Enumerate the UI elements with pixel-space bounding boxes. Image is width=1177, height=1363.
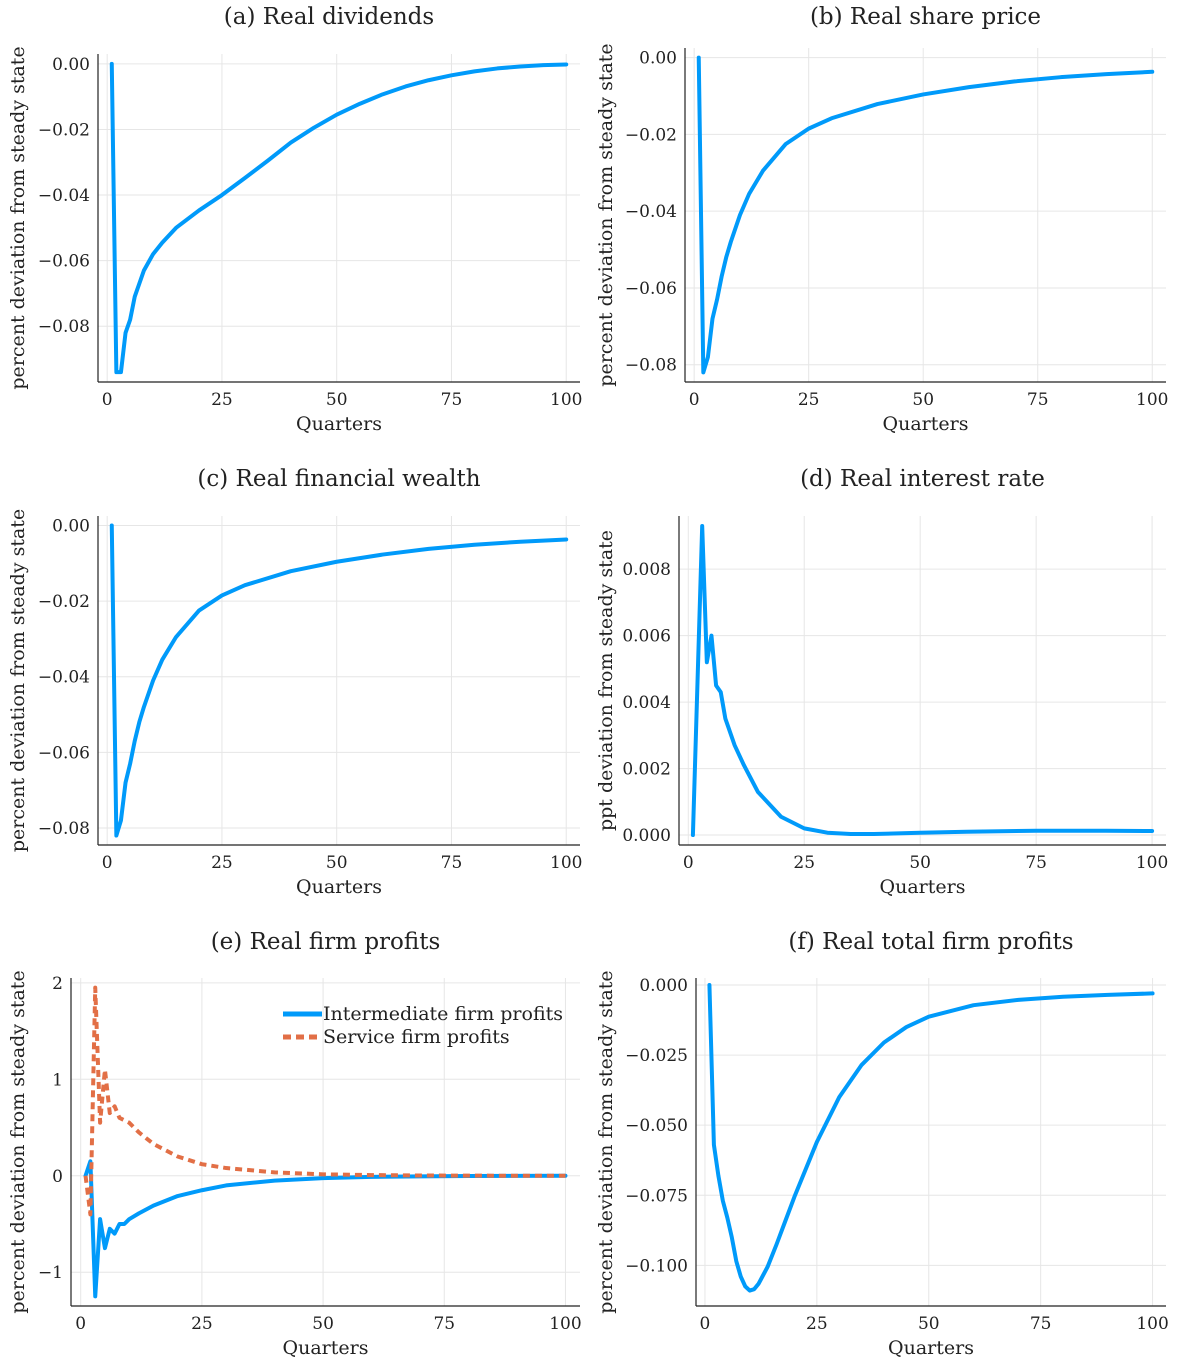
- chart-title: (b) Real share price: [810, 4, 1041, 30]
- chart-title: (f) Real total firm profits: [788, 929, 1073, 955]
- x-tick-label: 0: [683, 853, 694, 873]
- y-tick-label: −0.04: [38, 186, 90, 206]
- y-axis-label: percent deviation from steady state: [7, 46, 29, 389]
- x-tick-label: 100: [549, 1314, 581, 1334]
- series-line-service-firm-profits: [83, 985, 566, 1217]
- y-tick-label: −0.08: [38, 317, 90, 337]
- x-axis-label: Quarters: [283, 1337, 369, 1359]
- series-line-c-0: [109, 523, 569, 838]
- x-tick-label: 75: [441, 853, 463, 873]
- series-line-f-0: [707, 983, 1155, 1293]
- y-tick-label: 0: [52, 1167, 63, 1187]
- x-tick-label: 25: [798, 390, 820, 410]
- chart-panel-c: 0 25 50 75 100 0.00 −0.02 −0.04 −0.06 −0.08 (c) Re…: [7, 466, 582, 898]
- x-tick-label: 100: [1136, 853, 1168, 873]
- y-tick-label: −0.025: [625, 1046, 688, 1066]
- y-tick-label: −0.02: [38, 120, 90, 140]
- y-tick-label: −1: [38, 1263, 63, 1283]
- y-tick-label: −0.050: [625, 1116, 688, 1136]
- y-axis-label: percent deviation from steady state: [595, 970, 617, 1313]
- x-tick-label: 75: [441, 390, 463, 410]
- chart-panel-b: 0 25 50 75 100 0.00 −0.02 −0.04 −0.06 −0.08 (b) Re…: [595, 4, 1168, 435]
- x-axis-label: Quarters: [883, 413, 969, 435]
- x-tick-label: 75: [433, 1314, 455, 1334]
- chart-panel-f: 0 25 50 75 100 0.000 −0.025 −0.050 −0.075 −0.100 (…: [595, 929, 1169, 1359]
- chart-title: (c) Real financial wealth: [197, 466, 480, 492]
- x-axis-label: Quarters: [880, 876, 966, 898]
- y-tick-label: 0.000: [622, 826, 671, 846]
- y-tick-label: −0.06: [625, 279, 677, 299]
- x-tick-label: 50: [312, 1314, 334, 1334]
- y-tick-label: 0.006: [622, 627, 671, 647]
- y-tick-label: −0.100: [625, 1256, 688, 1276]
- chart-panel-a: 0 25 50 75 100 0.00 −0.02 −0.04 −0.06 −0.08 (a) Re…: [7, 4, 582, 435]
- x-tick-label: 50: [326, 390, 348, 410]
- y-tick-label: −0.04: [625, 202, 677, 222]
- x-tick-label: 50: [326, 853, 348, 873]
- y-axis-label: percent deviation from steady state: [595, 43, 617, 386]
- y-axis-label: percent deviation from steady state: [7, 509, 29, 852]
- x-tick-label: 25: [211, 390, 233, 410]
- y-tick-label: −0.06: [38, 743, 90, 763]
- chart-title: (e) Real firm profits: [211, 929, 441, 955]
- x-axis-label: Quarters: [888, 1337, 974, 1359]
- y-axis-label: percent deviation from steady state: [7, 970, 29, 1313]
- x-tick-label: 0: [102, 390, 113, 410]
- x-tick-label: 50: [909, 853, 931, 873]
- x-tick-label: 25: [211, 853, 233, 873]
- series-line-d-0: [690, 523, 1155, 838]
- x-tick-label: 100: [550, 390, 582, 410]
- x-tick-label: 100: [1136, 390, 1168, 410]
- y-tick-label: 0.004: [622, 693, 671, 713]
- x-tick-label: 0: [689, 390, 700, 410]
- x-tick-label: 0: [75, 1314, 86, 1334]
- chart-title: (d) Real interest rate: [800, 466, 1045, 492]
- x-tick-label: 25: [806, 1314, 828, 1334]
- y-axis-label: ppt deviation from steady state: [595, 530, 617, 831]
- x-tick-label: 50: [918, 1314, 940, 1334]
- x-tick-label: 75: [1030, 1314, 1052, 1334]
- x-tick-label: 0: [700, 1314, 711, 1334]
- y-tick-label: 2: [52, 974, 63, 994]
- y-tick-label: 0.00: [639, 49, 677, 69]
- y-tick-label: 0.00: [52, 55, 90, 75]
- y-tick-label: −0.06: [38, 252, 90, 272]
- y-tick-label: −0.02: [625, 125, 677, 145]
- x-tick-label: 25: [191, 1314, 213, 1334]
- y-tick-label: 1: [52, 1070, 63, 1090]
- y-tick-label: 0.00: [52, 516, 90, 536]
- series-line-a-0: [109, 61, 569, 375]
- x-tick-label: 25: [793, 853, 815, 873]
- chart-panel-d: 0 25 50 75 100 0.000 0.002 0.004 0.006 0.008 (d) R…: [595, 466, 1168, 898]
- legend-label: Service firm profits: [323, 1026, 510, 1048]
- y-tick-label: 0.000: [639, 976, 688, 996]
- series-line-intermediate-firm-profits: [83, 1159, 568, 1299]
- x-tick-label: 75: [1027, 390, 1049, 410]
- y-tick-label: −0.075: [625, 1186, 688, 1206]
- y-tick-label: 0.002: [622, 760, 671, 780]
- x-tick-label: 0: [102, 853, 113, 873]
- x-axis-label: Quarters: [296, 413, 382, 435]
- x-axis-label: Quarters: [296, 876, 382, 898]
- x-tick-label: 50: [912, 390, 934, 410]
- x-tick-label: 75: [1025, 853, 1047, 873]
- chart-panel-e: 0 25 50 75 100 2 1 0 −1 (e) Real firm profits Quar…: [7, 929, 582, 1359]
- chart-title: (a) Real dividends: [224, 4, 434, 30]
- y-tick-label: −0.08: [38, 819, 90, 839]
- series-line-b-0: [696, 55, 1155, 375]
- y-tick-label: −0.08: [625, 356, 677, 376]
- x-tick-label: 100: [550, 853, 582, 873]
- legend-label: Intermediate firm profits: [323, 1003, 563, 1025]
- y-tick-label: 0.008: [622, 560, 671, 580]
- x-tick-label: 100: [1136, 1314, 1168, 1334]
- y-tick-label: −0.04: [38, 668, 90, 688]
- y-tick-label: −0.02: [38, 592, 90, 612]
